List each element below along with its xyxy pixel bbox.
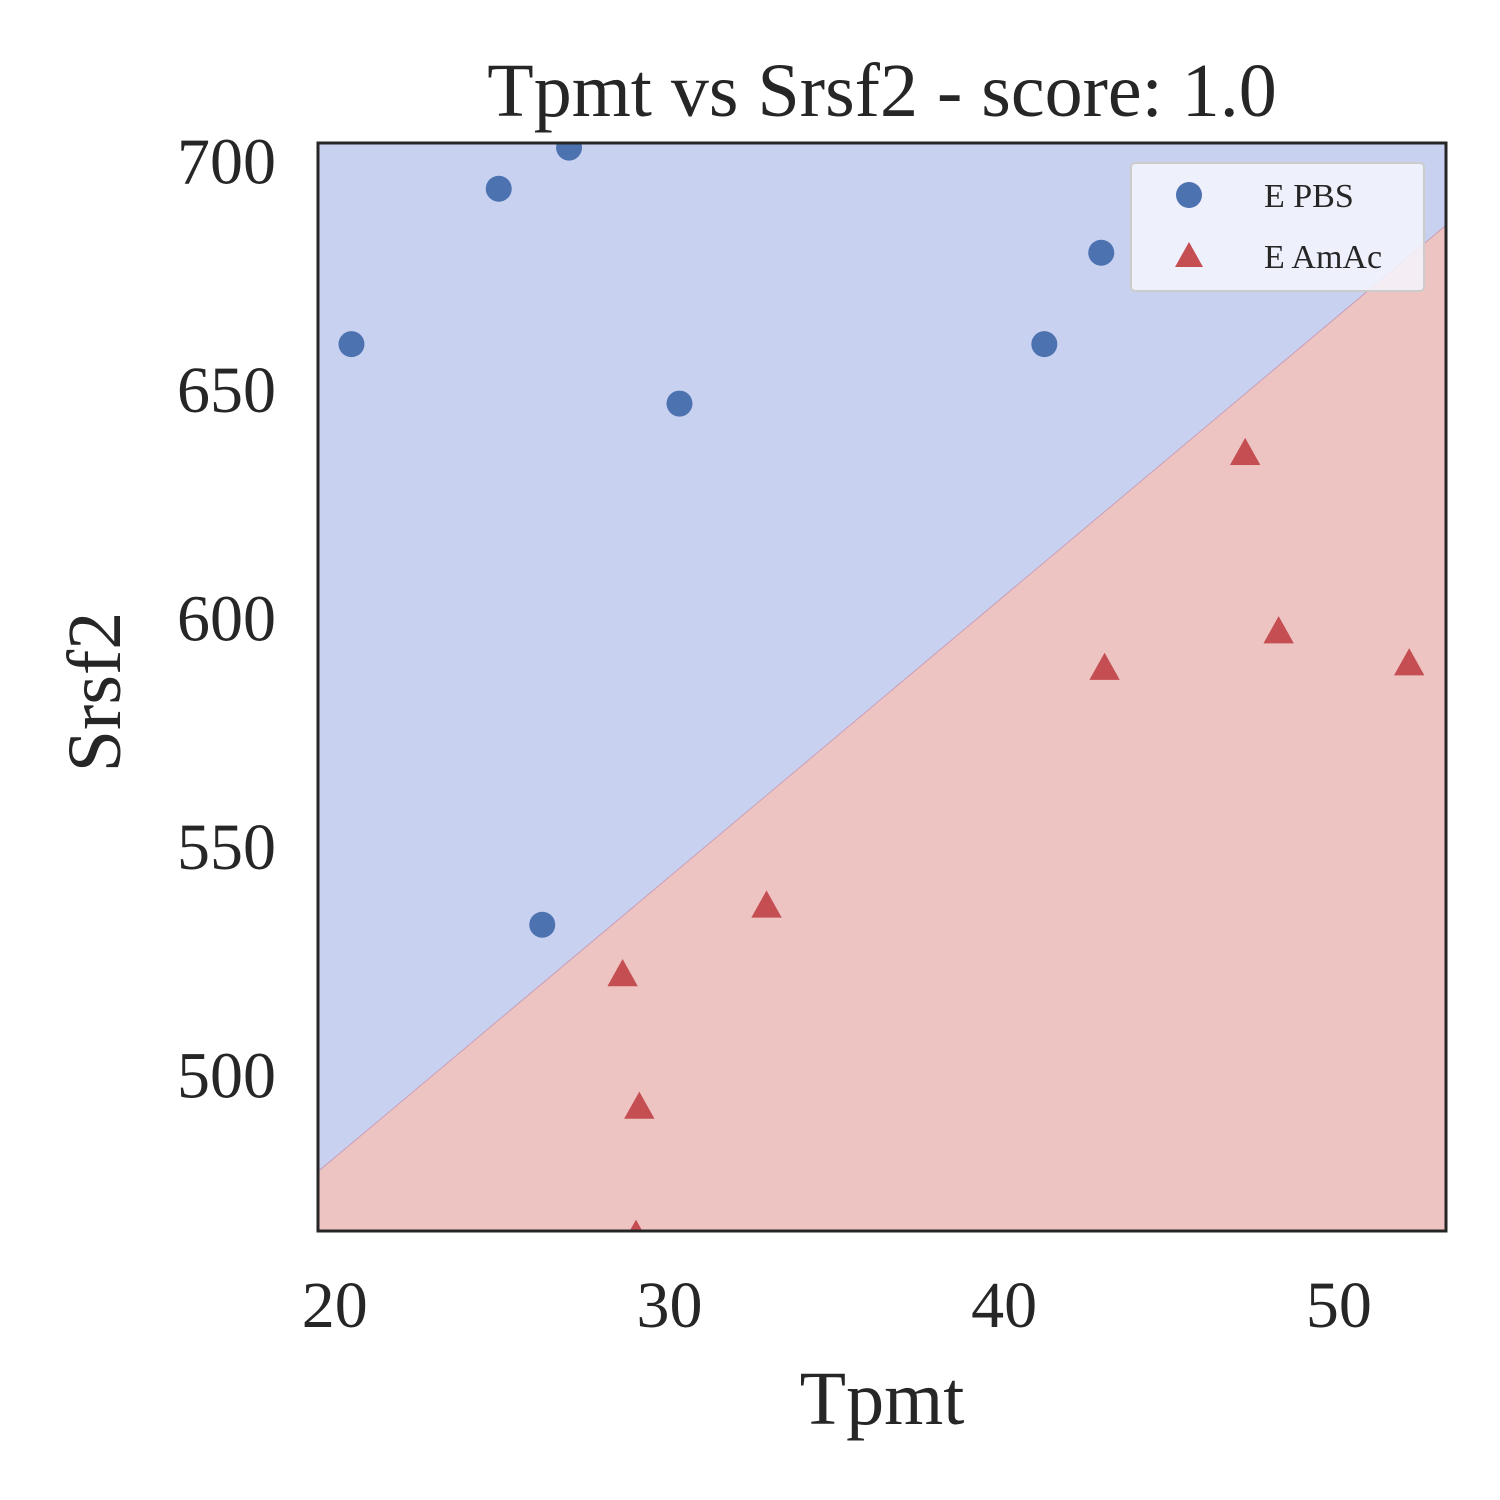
region-e-amac — [318, 225, 1446, 1231]
e-pbs-point — [1088, 239, 1115, 266]
decision-boundary — [318, 224, 1446, 1172]
e-amac-point — [1263, 616, 1294, 644]
y-axis-label: Srsf2 — [53, 612, 137, 772]
y-tick-label: 600 — [177, 582, 276, 655]
e-amac-point — [629, 1219, 643, 1231]
x-tick-label: 50 — [1306, 1269, 1372, 1342]
x-tick-label: 40 — [971, 1269, 1037, 1342]
e-amac-point — [607, 959, 638, 987]
e-pbs-point — [556, 143, 583, 161]
chart-title: Tpmt vs Srsf2 - score: 1.0 — [487, 49, 1276, 133]
y-tick-label: 550 — [177, 811, 276, 884]
e-amac-point — [624, 1091, 655, 1119]
e-pbs-point — [529, 911, 556, 938]
y-tick-label: 650 — [177, 354, 276, 427]
x-axis-label: Tpmt — [800, 1357, 965, 1441]
data-markers — [338, 143, 1425, 1231]
decision-regions — [318, 143, 1446, 1231]
region-e-pbs — [318, 143, 1446, 1172]
e-pbs-point — [338, 331, 365, 358]
legend-amac-marker — [1175, 242, 1203, 267]
e-amac-point — [751, 890, 782, 918]
legend-amac-label: E AmAc — [1264, 239, 1382, 276]
e-pbs-point — [1031, 331, 1058, 358]
plot-frame — [316, 141, 1448, 1233]
e-amac-point — [1089, 652, 1120, 680]
y-tick-label: 700 — [177, 125, 276, 198]
y-axis-ticks: 500 550 600 650 700 — [177, 125, 276, 1112]
legend-box — [1130, 162, 1425, 292]
x-tick-label: 20 — [302, 1269, 368, 1342]
x-tick-label: 30 — [636, 1269, 702, 1342]
e-pbs-point — [485, 175, 512, 202]
x-axis-ticks: 20 30 40 50 — [302, 1269, 1372, 1342]
legend-pbs-marker — [1176, 182, 1202, 208]
e-amac-point — [1393, 648, 1425, 676]
e-amac-point — [1229, 437, 1261, 466]
e-pbs-point — [666, 390, 693, 417]
legend: E PBS E AmAc — [1130, 162, 1425, 292]
legend-pbs-label: E PBS — [1264, 178, 1354, 215]
y-tick-label: 500 — [177, 1040, 276, 1113]
